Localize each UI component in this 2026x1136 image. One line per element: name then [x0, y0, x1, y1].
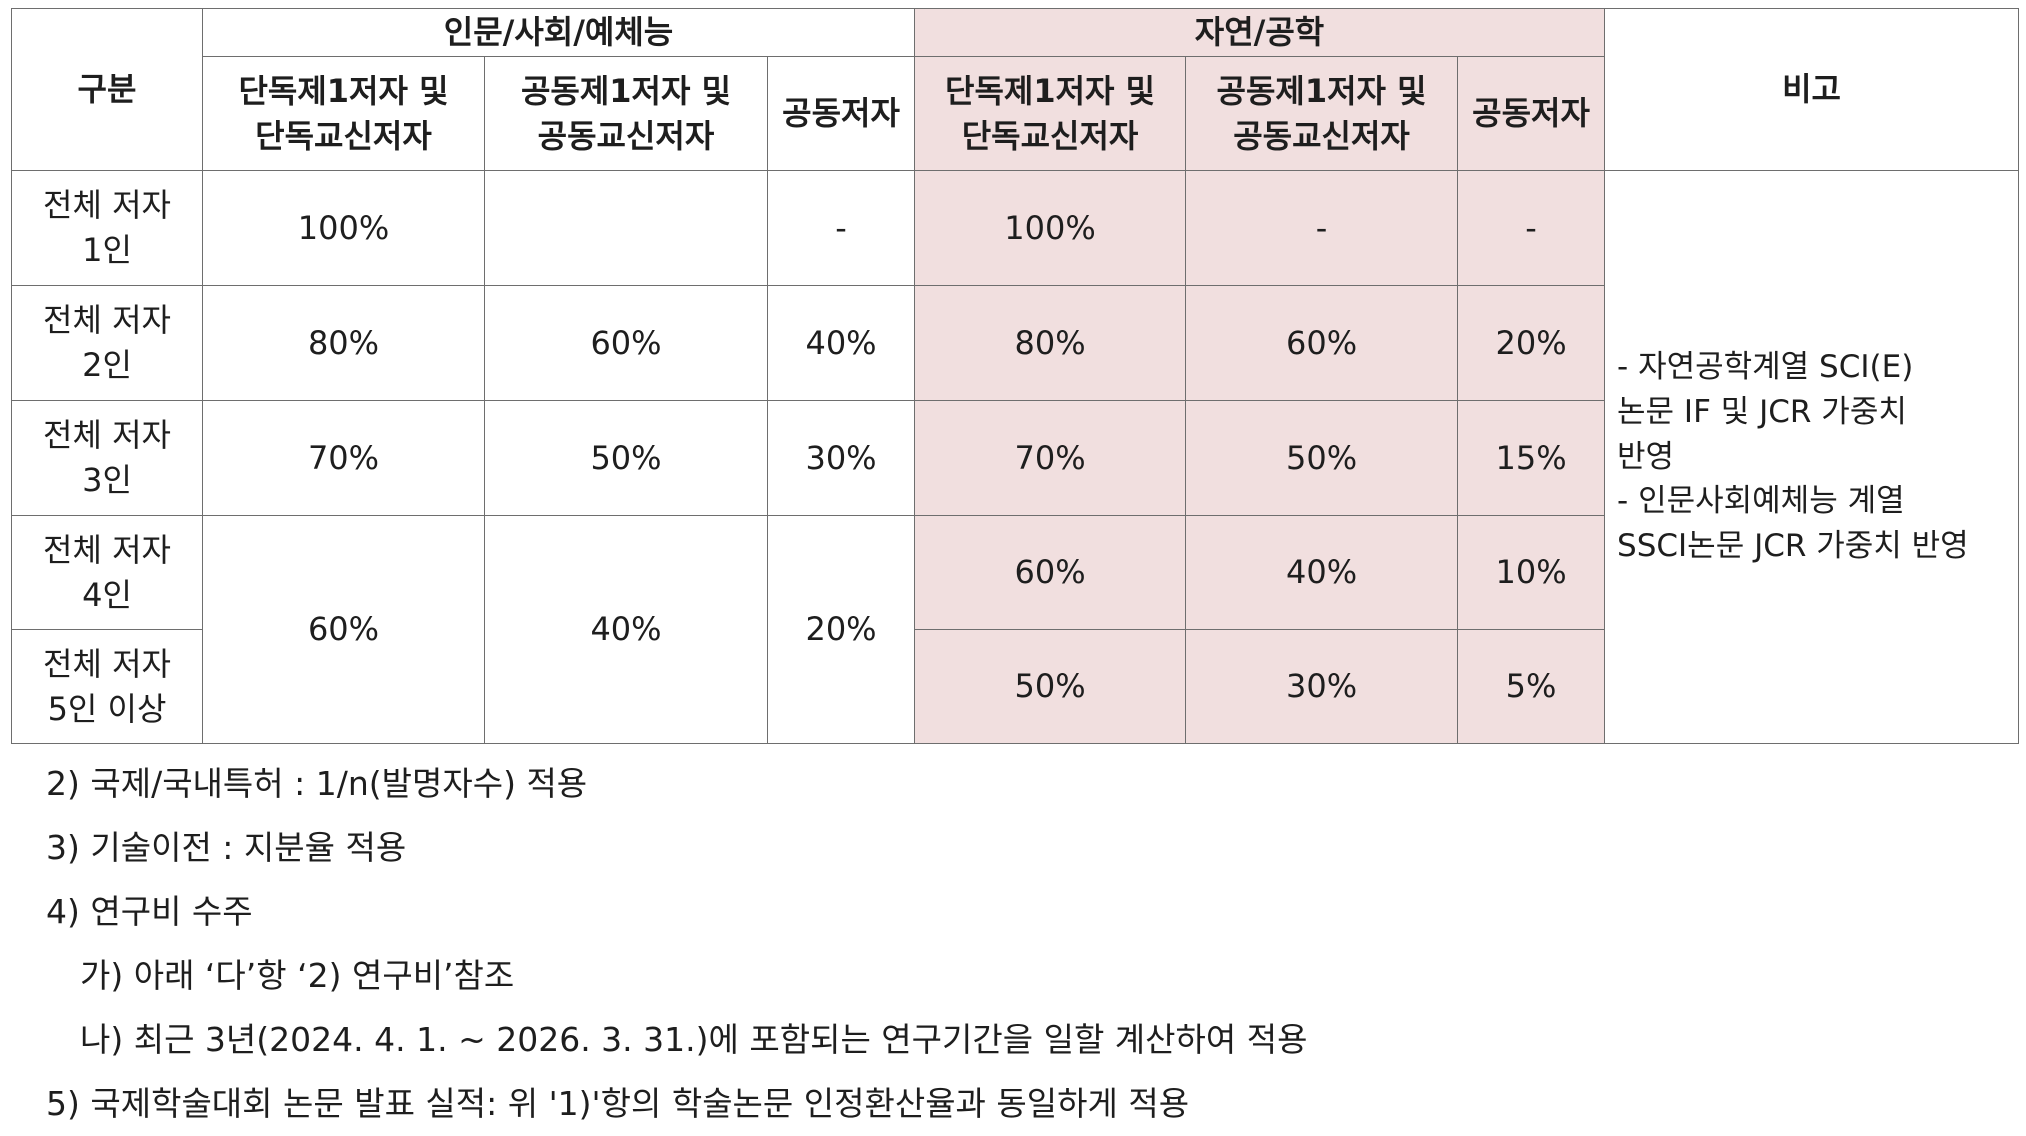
row-label: 전체 저자 1인 — [11, 170, 203, 286]
cell-s-sole: 70% — [914, 400, 1187, 516]
cell-s-joint: 30% — [1185, 629, 1459, 744]
table-row: 전체 저자 2인 80% 60% 40% 80% 60% 20% — [11, 285, 2019, 401]
row-label: 전체 저자 4인 — [11, 515, 203, 630]
header-remarks: 비고 — [1604, 8, 2020, 171]
cell-h-joint — [484, 170, 768, 286]
note-item: 2) 국제/국내특허 : 1/n(발명자수) 적용 — [46, 764, 588, 803]
header-h-coauthor: 공동저자 — [766, 56, 916, 171]
table-row: 전체 저자 1인 100% - 100% - - - 자연공학계열 SCI(E) … — [11, 170, 2020, 744]
cell-h-coauthor: 20% — [766, 515, 916, 744]
header-category: 구분 — [11, 8, 203, 171]
cell-s-sole: 100% — [914, 170, 1187, 286]
header-s-joint: 공동제1저자 및 공동교신저자 — [1185, 56, 1459, 171]
cell-h-sole: 80% — [202, 285, 485, 401]
cell-s-joint: 40% — [1185, 515, 1459, 630]
table-row: 전체 저자 5인 이상 50% 30% 5% — [11, 629, 2019, 744]
header-group-humanities: 인문/사회/예체능 — [201, 8, 916, 57]
cell-h-sole: 100% — [202, 170, 485, 286]
note-subitem: 나) 최근 3년(2024. 4. 1. ~ 2026. 3. 31.)에 포함… — [80, 1020, 1308, 1059]
remarks-line: - 자연공학계열 SCI(E) — [1617, 348, 1914, 385]
header-group-science: 자연/공학 — [914, 8, 1606, 57]
row-label: 전체 저자 3인 — [11, 400, 203, 516]
cell-h-sole: 70% — [202, 400, 485, 516]
cell-s-coauthor: 10% — [1457, 515, 1606, 630]
remarks-line: - 인문사회예체능 계열 — [1617, 483, 1905, 520]
cell-h-sole: 60% — [202, 515, 485, 744]
cell-s-coauthor: 15% — [1457, 400, 1606, 516]
cell-s-joint: 50% — [1185, 400, 1459, 516]
cell-s-joint: 60% — [1185, 285, 1459, 401]
cell-s-coauthor: 5% — [1457, 629, 1606, 744]
note-subitem: 가) 아래 ‘다’항 ‘2) 연구비’참조 — [80, 956, 515, 995]
cell-h-coauthor: 30% — [766, 400, 916, 516]
cell-h-joint: 40% — [484, 515, 768, 744]
table-row: 전체 저자 4인 60% 40% 20% 60% 40% 10% — [11, 515, 2019, 744]
cell-s-sole: 60% — [914, 515, 1187, 630]
remarks-line: 반영 — [1617, 438, 1675, 475]
cell-h-coauthor: 40% — [766, 285, 916, 401]
notes-list: 2) 국제/국내특허 : 1/n(발명자수) 적용 3) 기술이전 : 지분율 … — [46, 752, 1307, 1136]
remarks-line: SSCI논문 JCR 가중치 반영 — [1617, 528, 1969, 565]
cell-s-joint: - — [1185, 170, 1459, 286]
remarks-line: 논문 IF 및 JCR 가중치 — [1617, 393, 1907, 430]
header-s-sole: 단독제1저자 및 단독교신저자 — [914, 56, 1187, 171]
note-item: 5) 국제학술대회 논문 발표 실적: 위 '1)'항의 학술논문 인정환산율과… — [46, 1084, 1190, 1123]
header-s-coauthor: 공동저자 — [1457, 56, 1606, 171]
cell-h-joint: 60% — [484, 285, 768, 401]
cell-h-joint: 50% — [484, 400, 768, 516]
note-item: 4) 연구비 수주 — [46, 892, 253, 931]
cell-s-coauthor: 20% — [1457, 285, 1606, 401]
cell-s-sole: 50% — [914, 629, 1187, 744]
cell-s-sole: 80% — [914, 285, 1187, 401]
cell-s-coauthor: - — [1457, 170, 1606, 286]
remarks-cell: - 자연공학계열 SCI(E) 논문 IF 및 JCR 가중치 반영 - 인문사… — [1604, 170, 2020, 744]
cell-h-coauthor: - — [766, 170, 916, 286]
row-label: 전체 저자 2인 — [11, 285, 203, 401]
row-label: 전체 저자 5인 이상 — [11, 629, 203, 744]
note-item: 3) 기술이전 : 지분율 적용 — [46, 828, 407, 867]
header-h-sole: 단독제1저자 및 단독교신저자 — [202, 56, 485, 171]
author-ratio-table: 구분 인문/사회/예체능 자연/공학 비고 단독제1저자 및 단독교신저자 공동제… — [11, 8, 2020, 744]
header-h-joint: 공동제1저자 및 공동교신저자 — [484, 56, 768, 171]
